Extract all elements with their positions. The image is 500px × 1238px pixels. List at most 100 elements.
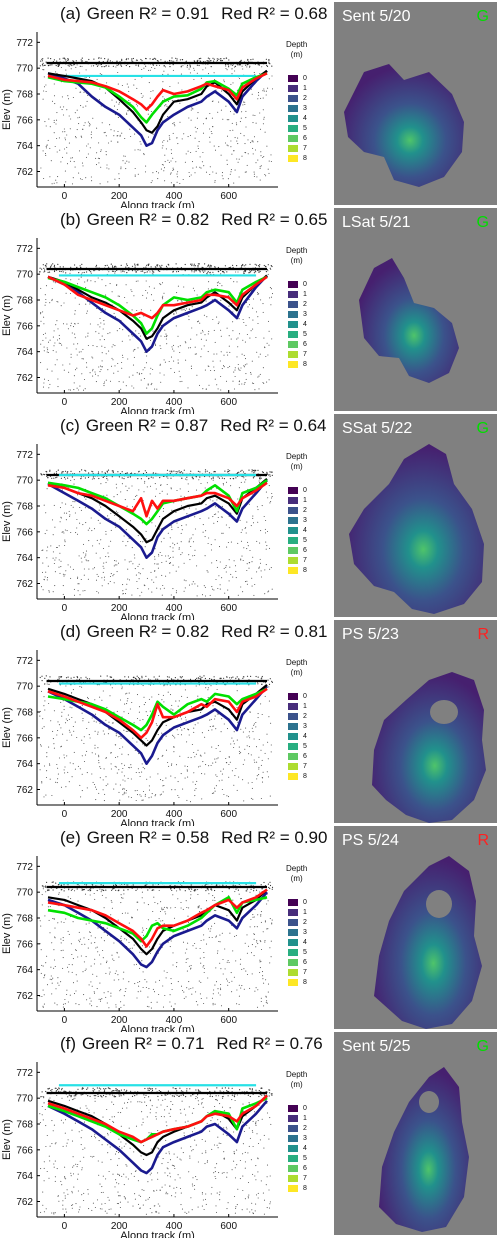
- photon-point: [103, 889, 105, 892]
- photon-point: [231, 73, 233, 75]
- photon-point: [71, 776, 73, 778]
- photon-point: [115, 766, 117, 768]
- photon-point: [44, 270, 46, 272]
- photon-point: [50, 545, 52, 547]
- photon-point: [205, 764, 207, 766]
- panel-label: (c): [60, 416, 80, 435]
- photon-point: [56, 763, 58, 766]
- photon-point: [204, 752, 206, 754]
- photon-point: [139, 1195, 142, 1197]
- photon-point: [103, 567, 105, 569]
- photon-point: [216, 688, 218, 691]
- legend-label: 1: [303, 85, 307, 92]
- photon-point: [43, 316, 45, 318]
- photon-point: [113, 312, 115, 314]
- photon-point: [73, 343, 75, 345]
- photon-point: [135, 64, 137, 66]
- photon-point: [230, 541, 232, 543]
- photon-point: [51, 100, 54, 102]
- photon-point: [254, 63, 256, 65]
- photon-point: [146, 778, 148, 780]
- photon-point: [90, 517, 92, 519]
- x-tick-label: 600: [220, 397, 237, 408]
- photon-point: [195, 150, 197, 152]
- photon-point: [167, 477, 169, 479]
- photon-point: [70, 898, 72, 900]
- photon-point: [107, 515, 109, 517]
- photon-point: [226, 915, 228, 917]
- photon-point: [243, 365, 245, 367]
- y-tick-label: 766: [16, 939, 33, 950]
- photon-point: [134, 677, 136, 679]
- photon-point: [252, 122, 254, 124]
- photon-point: [125, 792, 127, 794]
- photon-point: [130, 1173, 132, 1175]
- photon-point: [266, 342, 268, 344]
- photon-point: [51, 519, 54, 521]
- photon-point: [136, 264, 138, 266]
- photon-point: [228, 756, 230, 758]
- photon-point: [186, 769, 188, 771]
- photon-point: [249, 549, 251, 552]
- photon-point: [216, 884, 218, 887]
- photon-point: [74, 310, 76, 312]
- photon-point: [66, 152, 68, 154]
- photon-point: [155, 488, 157, 490]
- photon-point: [125, 790, 128, 792]
- photon-point: [227, 589, 229, 591]
- photon-point: [66, 966, 69, 968]
- legend-label: 3: [303, 311, 307, 318]
- photon-point: [45, 962, 47, 964]
- y-tick-label: 770: [16, 888, 33, 899]
- photon-point: [262, 303, 264, 305]
- photon-point: [197, 749, 199, 751]
- photon-point: [100, 884, 102, 886]
- photon-point: [182, 65, 184, 67]
- photon-point: [237, 498, 239, 500]
- photon-point: [124, 499, 126, 501]
- photon-point: [175, 700, 177, 702]
- photon-point: [202, 331, 204, 333]
- photon-point: [228, 335, 230, 337]
- photon-point: [161, 282, 164, 284]
- photon-point: [191, 888, 193, 890]
- photon-point: [198, 479, 200, 481]
- photon-point: [153, 896, 155, 898]
- photon-point: [46, 557, 48, 559]
- photon-point: [171, 57, 173, 59]
- photon-point: [57, 678, 59, 681]
- photon-point: [147, 714, 149, 717]
- photon-point: [210, 928, 212, 930]
- photon-point: [117, 562, 120, 564]
- photon-point: [111, 291, 113, 293]
- red-series-line: [47, 888, 268, 948]
- photon-point: [118, 476, 120, 478]
- photon-point: [85, 553, 87, 555]
- photon-point: [109, 332, 111, 334]
- photon-point: [106, 167, 108, 169]
- photon-point: [46, 683, 48, 685]
- photon-point: [160, 168, 162, 170]
- photon-point: [191, 264, 193, 267]
- photon-point: [99, 923, 101, 926]
- photon-point: [113, 130, 115, 132]
- photon-point: [219, 941, 221, 943]
- photon-point: [262, 1192, 264, 1194]
- photon-point: [214, 181, 216, 183]
- photon-point: [246, 973, 249, 976]
- photon-point: [133, 84, 135, 86]
- photon-point: [39, 676, 41, 679]
- photon-point: [207, 73, 210, 75]
- photon-point: [152, 368, 154, 371]
- photon-point: [55, 477, 57, 479]
- photon-point: [220, 516, 222, 518]
- photon-point: [172, 550, 174, 552]
- photon-point: [251, 93, 253, 95]
- photon-point: [154, 57, 156, 60]
- photon-point: [252, 307, 254, 309]
- photon-point: [45, 154, 47, 156]
- photon-point: [163, 292, 165, 294]
- photon-point: [98, 158, 101, 160]
- photon-point: [199, 518, 201, 520]
